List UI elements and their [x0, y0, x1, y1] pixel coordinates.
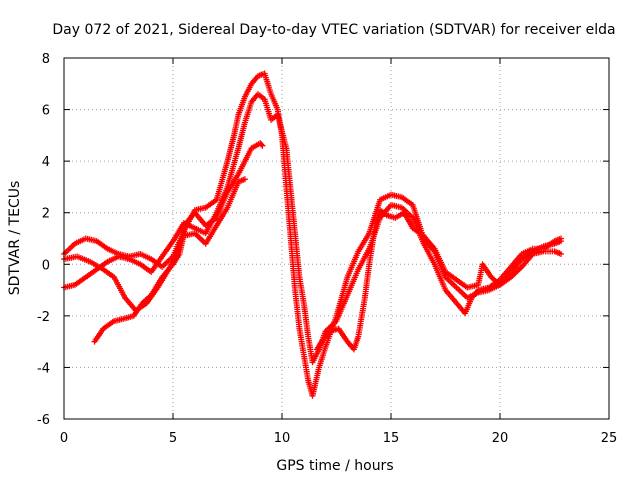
- data-point: [241, 176, 248, 183]
- y-tick-label: -2: [37, 310, 50, 325]
- grid: [64, 58, 609, 419]
- x-axis-label: GPS time / hours: [276, 458, 393, 474]
- series-4: [61, 176, 248, 314]
- y-axis-label: SDTVAR / TECUs: [7, 181, 23, 296]
- data-point: [558, 251, 564, 257]
- data-point: [259, 142, 266, 149]
- y-tick-label: 6: [42, 104, 50, 119]
- chart-title: Day 072 of 2021, Sidereal Day-to-day VTE…: [52, 22, 615, 38]
- x-tick-label: 20: [492, 431, 509, 446]
- data-marks: [61, 70, 564, 399]
- y-tick-label: -4: [37, 361, 50, 376]
- y-tick-label: 0: [42, 258, 50, 273]
- y-tick-label: 4: [42, 155, 50, 170]
- x-tick-label: 10: [274, 431, 291, 446]
- y-tick-label: 8: [42, 52, 50, 67]
- data-point: [558, 235, 564, 242]
- x-tick-label: 25: [601, 431, 618, 446]
- x-tick-label: 5: [169, 431, 177, 446]
- x-tick-label: 0: [60, 431, 68, 446]
- series-5: [313, 207, 564, 353]
- series-2: [61, 91, 564, 366]
- x-tick-label: 15: [383, 431, 400, 446]
- plot-frame: [63, 57, 610, 420]
- y-tick-label: -6: [37, 413, 50, 428]
- y-tick-label: 2: [42, 207, 50, 222]
- data-point: [258, 141, 265, 148]
